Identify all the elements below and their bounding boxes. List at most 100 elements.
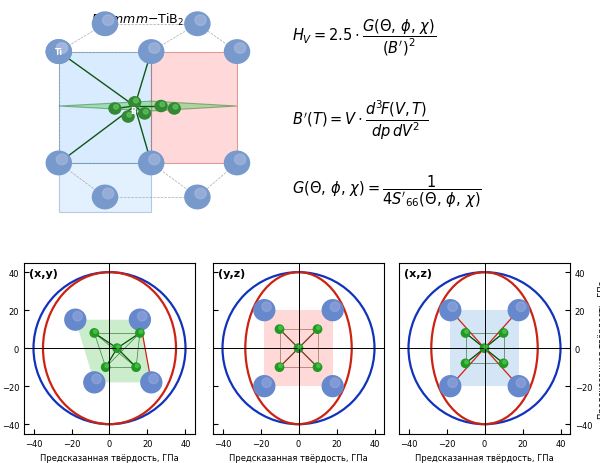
- Circle shape: [103, 189, 114, 199]
- Circle shape: [127, 113, 131, 118]
- Polygon shape: [59, 102, 237, 112]
- Circle shape: [132, 363, 140, 371]
- Circle shape: [139, 109, 151, 120]
- Circle shape: [508, 300, 529, 321]
- Circle shape: [46, 152, 71, 175]
- Circle shape: [224, 41, 250, 64]
- Circle shape: [129, 98, 140, 109]
- Circle shape: [105, 364, 109, 368]
- Circle shape: [116, 345, 120, 349]
- Circle shape: [448, 302, 457, 312]
- Circle shape: [139, 41, 164, 64]
- Circle shape: [90, 329, 98, 338]
- Circle shape: [275, 363, 284, 371]
- Circle shape: [139, 152, 164, 175]
- Circle shape: [484, 345, 487, 349]
- Polygon shape: [450, 311, 519, 386]
- Circle shape: [46, 41, 71, 64]
- Circle shape: [279, 364, 282, 368]
- Circle shape: [508, 376, 529, 397]
- Circle shape: [298, 345, 301, 349]
- Circle shape: [185, 13, 210, 37]
- Circle shape: [136, 329, 144, 338]
- Text: $H_V = 2.5 \cdot \dfrac{G(\Theta,\,\phi,\,\chi)}{(B^{\prime})^2}$: $H_V = 2.5 \cdot \dfrac{G(\Theta,\,\phi,…: [292, 18, 436, 58]
- Circle shape: [313, 325, 322, 334]
- Circle shape: [92, 13, 118, 37]
- Circle shape: [235, 44, 246, 54]
- Circle shape: [94, 330, 97, 334]
- Text: (x,z): (x,z): [404, 268, 432, 278]
- Circle shape: [101, 363, 110, 371]
- Circle shape: [262, 302, 271, 312]
- Circle shape: [143, 110, 148, 115]
- Circle shape: [465, 330, 468, 334]
- Circle shape: [92, 375, 101, 384]
- Circle shape: [448, 378, 457, 388]
- Circle shape: [122, 112, 134, 123]
- Circle shape: [195, 16, 206, 26]
- Circle shape: [516, 378, 526, 388]
- Circle shape: [317, 364, 320, 368]
- Circle shape: [322, 300, 343, 321]
- Circle shape: [254, 300, 275, 321]
- Circle shape: [461, 329, 470, 338]
- Circle shape: [503, 361, 506, 364]
- Polygon shape: [75, 320, 151, 382]
- Circle shape: [224, 152, 250, 175]
- Circle shape: [65, 310, 86, 331]
- Text: $G(\Theta,\,\phi,\,\chi) = \dfrac{1}{4S'_{66}(\Theta,\,\phi,\,\chi)}$: $G(\Theta,\,\phi,\,\chi) = \dfrac{1}{4S'…: [292, 174, 482, 210]
- Circle shape: [173, 106, 178, 110]
- Circle shape: [109, 104, 121, 115]
- X-axis label: Предсказанная твёрдость, ГПа: Предсказанная твёрдость, ГПа: [40, 453, 179, 462]
- Y-axis label: Предсказанная твёрдость, ГПа: Предсказанная твёрдость, ГПа: [598, 279, 600, 418]
- Text: $P6/mmm\mathrm{-TiB_2}$: $P6/mmm\mathrm{-TiB_2}$: [91, 13, 185, 28]
- Circle shape: [262, 378, 271, 388]
- Circle shape: [330, 302, 340, 312]
- Circle shape: [465, 361, 468, 364]
- Circle shape: [155, 101, 167, 113]
- Circle shape: [149, 375, 158, 384]
- Circle shape: [440, 376, 461, 397]
- Polygon shape: [151, 52, 237, 163]
- Circle shape: [313, 363, 322, 371]
- Text: (x,y): (x,y): [29, 268, 58, 278]
- Circle shape: [185, 186, 210, 209]
- Circle shape: [73, 312, 82, 321]
- Circle shape: [516, 302, 526, 312]
- Circle shape: [136, 364, 139, 368]
- Circle shape: [130, 310, 151, 331]
- Circle shape: [481, 344, 488, 353]
- Circle shape: [56, 44, 68, 54]
- Text: B: B: [130, 106, 136, 116]
- Circle shape: [149, 155, 160, 165]
- Polygon shape: [59, 52, 151, 163]
- Circle shape: [503, 330, 506, 334]
- Text: (y,z): (y,z): [218, 268, 245, 278]
- X-axis label: Предсказанная твёрдость, ГПа: Предсказанная твёрдость, ГПа: [229, 453, 368, 462]
- Polygon shape: [265, 311, 332, 386]
- Circle shape: [279, 326, 282, 330]
- Circle shape: [141, 372, 162, 393]
- Circle shape: [149, 44, 160, 54]
- Text: $B'(T) = V \cdot \dfrac{d^3\!F(V,T)}{dp\,dV^2}$: $B'(T) = V \cdot \dfrac{d^3\!F(V,T)}{dp\…: [292, 98, 428, 142]
- Circle shape: [295, 344, 302, 353]
- Circle shape: [137, 312, 147, 321]
- Circle shape: [169, 104, 180, 115]
- Circle shape: [275, 325, 284, 334]
- Circle shape: [235, 155, 246, 165]
- Polygon shape: [59, 163, 151, 213]
- Circle shape: [92, 186, 118, 209]
- Text: Ti: Ti: [55, 48, 63, 57]
- Circle shape: [113, 344, 121, 353]
- Circle shape: [195, 189, 206, 199]
- Circle shape: [103, 16, 114, 26]
- Circle shape: [114, 106, 118, 110]
- Circle shape: [461, 359, 470, 368]
- Circle shape: [139, 330, 143, 334]
- Circle shape: [330, 378, 340, 388]
- Circle shape: [134, 99, 138, 104]
- Circle shape: [254, 376, 275, 397]
- Circle shape: [317, 326, 320, 330]
- X-axis label: Предсказанная твёрдость, ГПа: Предсказанная твёрдость, ГПа: [415, 453, 554, 462]
- Circle shape: [56, 44, 68, 54]
